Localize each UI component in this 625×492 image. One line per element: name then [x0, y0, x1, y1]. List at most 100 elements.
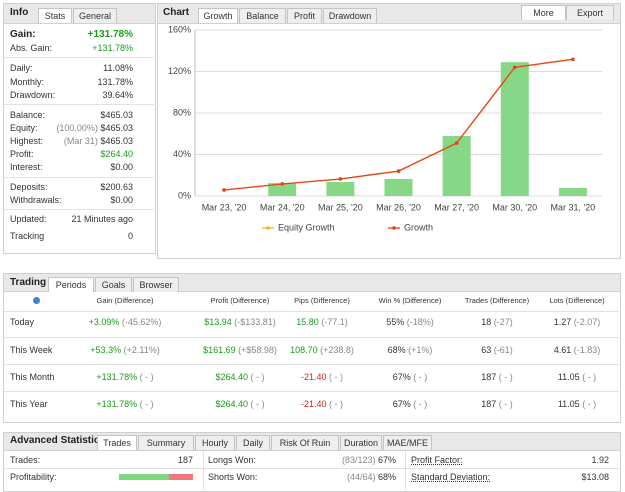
period-label: This Year: [10, 399, 48, 409]
cell-value: 11.05: [557, 399, 580, 409]
help-icon[interactable]: [33, 297, 40, 304]
info-note: (100.00%): [56, 123, 98, 133]
info-label: Withdrawals:: [10, 195, 62, 205]
stat-value: $13.08: [581, 471, 609, 483]
panel-title: Advanced Statistics: [10, 435, 106, 446]
tab[interactable]: Drawdown: [323, 8, 377, 23]
cell-value: $13.94: [204, 317, 232, 327]
cell-diff: ( - ): [139, 372, 154, 382]
divider: [4, 177, 154, 178]
info-label: Balance:: [10, 110, 46, 120]
stat-label: Trades:: [10, 455, 41, 465]
tab[interactable]: Daily: [236, 435, 270, 450]
tab[interactable]: Duration: [340, 435, 382, 450]
cell-value: 67%: [392, 399, 411, 409]
cell-value: 11.05: [557, 372, 580, 382]
cell-diff: ( - ): [413, 372, 428, 382]
cell-diff: ( - ): [139, 399, 154, 409]
info-value-text: 21 Minutes ago: [71, 214, 133, 224]
info-value: 11.08%: [103, 62, 133, 74]
tab[interactable]: Profit: [287, 8, 322, 23]
tab[interactable]: General: [73, 8, 117, 23]
row-divider: [4, 391, 619, 392]
stat-value: 187: [178, 454, 193, 466]
info-label: Monthly:: [10, 77, 45, 87]
cell-diff: ( - ): [250, 372, 265, 382]
tab[interactable]: Periods: [48, 277, 94, 292]
cell: +131.78% ( - ): [65, 398, 185, 410]
row-divider: [4, 337, 619, 338]
cell-diff: ( - ): [582, 399, 597, 409]
divider: [4, 57, 154, 58]
cell: 63 (-61): [437, 344, 557, 356]
stat-value: 1.92: [591, 454, 609, 466]
tab[interactable]: Growth: [198, 8, 238, 23]
cell: 11.05 ( - ): [517, 371, 625, 383]
cell: 15.80 (-77.1): [262, 316, 382, 328]
info-value: 0: [128, 230, 133, 242]
cell: 55% (-18%): [350, 316, 470, 328]
period-label: This Month: [10, 372, 55, 382]
cell-diff: (-1.83): [573, 345, 601, 355]
column-header: Gain (Difference): [96, 296, 154, 305]
stat-label: Longs Won:: [208, 455, 256, 465]
cell: 1.27 (-2.07): [517, 316, 625, 328]
info-value: (100.00%) $465.03: [56, 122, 133, 134]
info-panel: [3, 3, 156, 254]
stat-value-text: 68%: [377, 472, 396, 482]
tab[interactable]: Risk Of Ruin: [271, 435, 339, 450]
info-value-text: 131.78%: [97, 77, 133, 87]
cell-diff: (-$133.81): [234, 317, 276, 327]
stat-value: (44/64) 68%: [347, 471, 396, 483]
tab[interactable]: MAE/MFE: [383, 435, 432, 450]
cell-diff: (-45.62%): [121, 317, 162, 327]
cell-diff: (-77.1): [321, 317, 348, 327]
cell-value: $161.69: [203, 345, 236, 355]
divider: [4, 104, 154, 105]
info-label: Daily:: [10, 63, 33, 73]
info-value-text: $264.40: [100, 149, 133, 159]
cell-value: 187: [481, 372, 497, 382]
cell-diff: ( - ): [329, 399, 344, 409]
info-value-text: 11.08%: [103, 63, 133, 73]
tab[interactable]: Goals: [95, 277, 132, 292]
cell-diff: (+$58.98): [238, 345, 277, 355]
column-header: Lots (Difference): [549, 296, 605, 305]
info-value-text: $0.00: [110, 162, 133, 172]
info-note: (Mar 31): [63, 136, 98, 146]
cell-diff: ( - ): [329, 372, 344, 382]
cell-diff: (-2.07): [573, 317, 601, 327]
cell-diff: ( - ): [498, 399, 513, 409]
stat-note: (83/123): [341, 455, 376, 465]
info-value-text: 39.64%: [102, 90, 133, 100]
tab[interactable]: Browser: [133, 277, 179, 292]
tab[interactable]: Balance: [239, 8, 286, 23]
cell-value: 68%: [387, 345, 406, 355]
cell-diff: ( - ): [413, 399, 428, 409]
period-label: This Week: [10, 345, 53, 355]
stat-label: Standard Deviation:: [411, 472, 491, 482]
tab[interactable]: Trades: [97, 435, 137, 450]
column-header: Pips (Difference): [294, 296, 350, 305]
cell-value: $264.40: [215, 399, 249, 409]
gain-label: Gain:: [10, 29, 36, 40]
tab[interactable]: Hourly: [195, 435, 235, 450]
info-label: Tracking: [10, 231, 45, 241]
tab[interactable]: More: [521, 5, 566, 20]
tab[interactable]: Export: [566, 5, 614, 20]
info-label: Updated:: [10, 214, 47, 224]
stat-value-text: 67%: [377, 455, 396, 465]
column-header: Profit (Difference): [210, 296, 270, 305]
cell: 187 ( - ): [437, 371, 557, 383]
trading-panel: [3, 273, 621, 423]
info-value: (Mar 31) $465.03: [64, 135, 133, 147]
info-value: 21 Minutes ago: [71, 213, 133, 225]
info-label: Deposits:: [10, 182, 48, 192]
tab[interactable]: Summary: [138, 435, 194, 450]
stat-label: Shorts Won:: [208, 472, 258, 482]
tab[interactable]: Stats: [38, 8, 72, 23]
cell-value: +53.3%: [90, 345, 122, 355]
cell-diff: ( - ): [250, 399, 265, 409]
cell: -21.40 ( - ): [262, 371, 382, 383]
